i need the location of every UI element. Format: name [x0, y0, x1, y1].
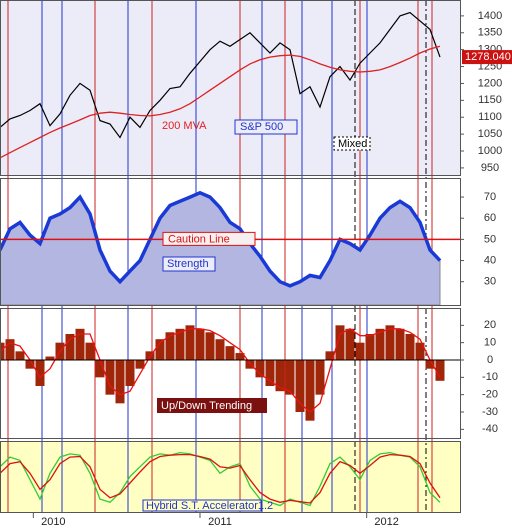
bar: [95, 360, 105, 378]
data-line: [0, 11, 441, 139]
bar: [375, 328, 385, 360]
panel-plot: [0, 11, 441, 159]
y-tick-label: 0: [487, 354, 493, 366]
bar: [35, 360, 45, 386]
data-line: [0, 451, 441, 507]
bar: [425, 360, 435, 369]
last-value-box: [462, 50, 512, 65]
panel-frame: [0, 441, 461, 513]
panel-plot: [0, 325, 460, 421]
bar: [295, 360, 305, 412]
last-value-label: 1278.040: [465, 51, 511, 63]
y-tick-label: 1000: [478, 145, 502, 157]
y-tick-label: 950: [481, 162, 499, 174]
bar: [175, 328, 185, 360]
annotation: Mixed: [338, 138, 367, 150]
bar: [45, 356, 55, 360]
bar: [135, 360, 145, 369]
bar: [355, 342, 365, 360]
series-label: Strength: [167, 258, 209, 270]
y-tick-label: -20: [482, 389, 498, 401]
data-line: [0, 453, 441, 504]
price-panel: [0, 0, 460, 175]
panel-frame: [0, 178, 461, 306]
y-tick-label: 1400: [478, 10, 502, 22]
y-tick-label: 1350: [478, 27, 502, 39]
y-tick-label: -40: [482, 423, 498, 435]
x-tick-label: 2012: [374, 516, 398, 528]
series-label: Up/Down Trending: [161, 400, 252, 412]
bar: [65, 334, 75, 360]
y-tick-label: 1200: [478, 77, 502, 89]
y-tick-label: 60: [484, 212, 496, 224]
data-line: [0, 45, 441, 159]
bar: [285, 360, 295, 395]
bar: [185, 325, 195, 360]
panel-frame: [0, 308, 461, 439]
y-tick-label: -30: [482, 406, 498, 418]
y-tick-label: 50: [484, 233, 496, 245]
bar: [315, 360, 325, 395]
bar: [15, 351, 25, 360]
data-line: [0, 328, 441, 413]
bar: [215, 339, 225, 360]
y-tick-label: 30: [484, 276, 496, 288]
bar: [325, 351, 335, 360]
x-tick-label: 2011: [208, 516, 232, 528]
bar: [335, 325, 345, 360]
label-box: [157, 398, 267, 413]
bar: [155, 339, 165, 360]
bar: [205, 332, 215, 360]
y-tick-label: 20: [484, 319, 496, 331]
bar: [165, 332, 175, 360]
bar: [255, 360, 265, 378]
bar: [235, 353, 245, 360]
frames: [0, 0, 461, 513]
panel-plot: [0, 451, 441, 507]
series-label: S&P 500: [240, 121, 283, 133]
panel-frame: [0, 0, 461, 176]
x-tick-label: 2010: [41, 516, 65, 528]
y-tick-label: 40: [484, 254, 496, 266]
bar: [115, 360, 125, 404]
bar: [85, 342, 95, 360]
bar: [385, 325, 395, 360]
bar: [5, 339, 15, 360]
bar: [365, 334, 375, 360]
bar: [415, 342, 425, 360]
y-tick-label: 70: [484, 191, 496, 203]
label-box: [333, 136, 371, 151]
bar: [435, 360, 445, 381]
y-tick-label: 1150: [478, 94, 502, 106]
label-box: [162, 256, 216, 272]
bar: [75, 328, 85, 360]
bar: [395, 328, 405, 360]
y-tick-label: -10: [482, 371, 498, 383]
bar: [265, 360, 275, 386]
label-box: [142, 499, 262, 512]
bar: [225, 346, 235, 360]
bar: [105, 360, 115, 395]
bar: [305, 360, 315, 421]
bar: [125, 360, 135, 386]
label-box: [234, 119, 298, 135]
bar: [25, 360, 35, 369]
panel-title: Hybrid S.T. Accelerator1.2: [146, 500, 273, 512]
y-tick-label: 1050: [478, 128, 502, 140]
bar: [275, 360, 285, 392]
bar: [0, 342, 5, 360]
bar: [405, 334, 415, 360]
series-label: 200 MVA: [162, 120, 207, 132]
bar: [195, 328, 205, 360]
label-box: [162, 231, 256, 246]
y-tick-label: 1100: [478, 111, 502, 123]
caution-label: Caution Line: [168, 233, 230, 245]
bar: [345, 328, 355, 360]
y-tick-label: 10: [484, 337, 496, 349]
plots: 9501000105011001150120012501300135014001…: [0, 10, 512, 528]
